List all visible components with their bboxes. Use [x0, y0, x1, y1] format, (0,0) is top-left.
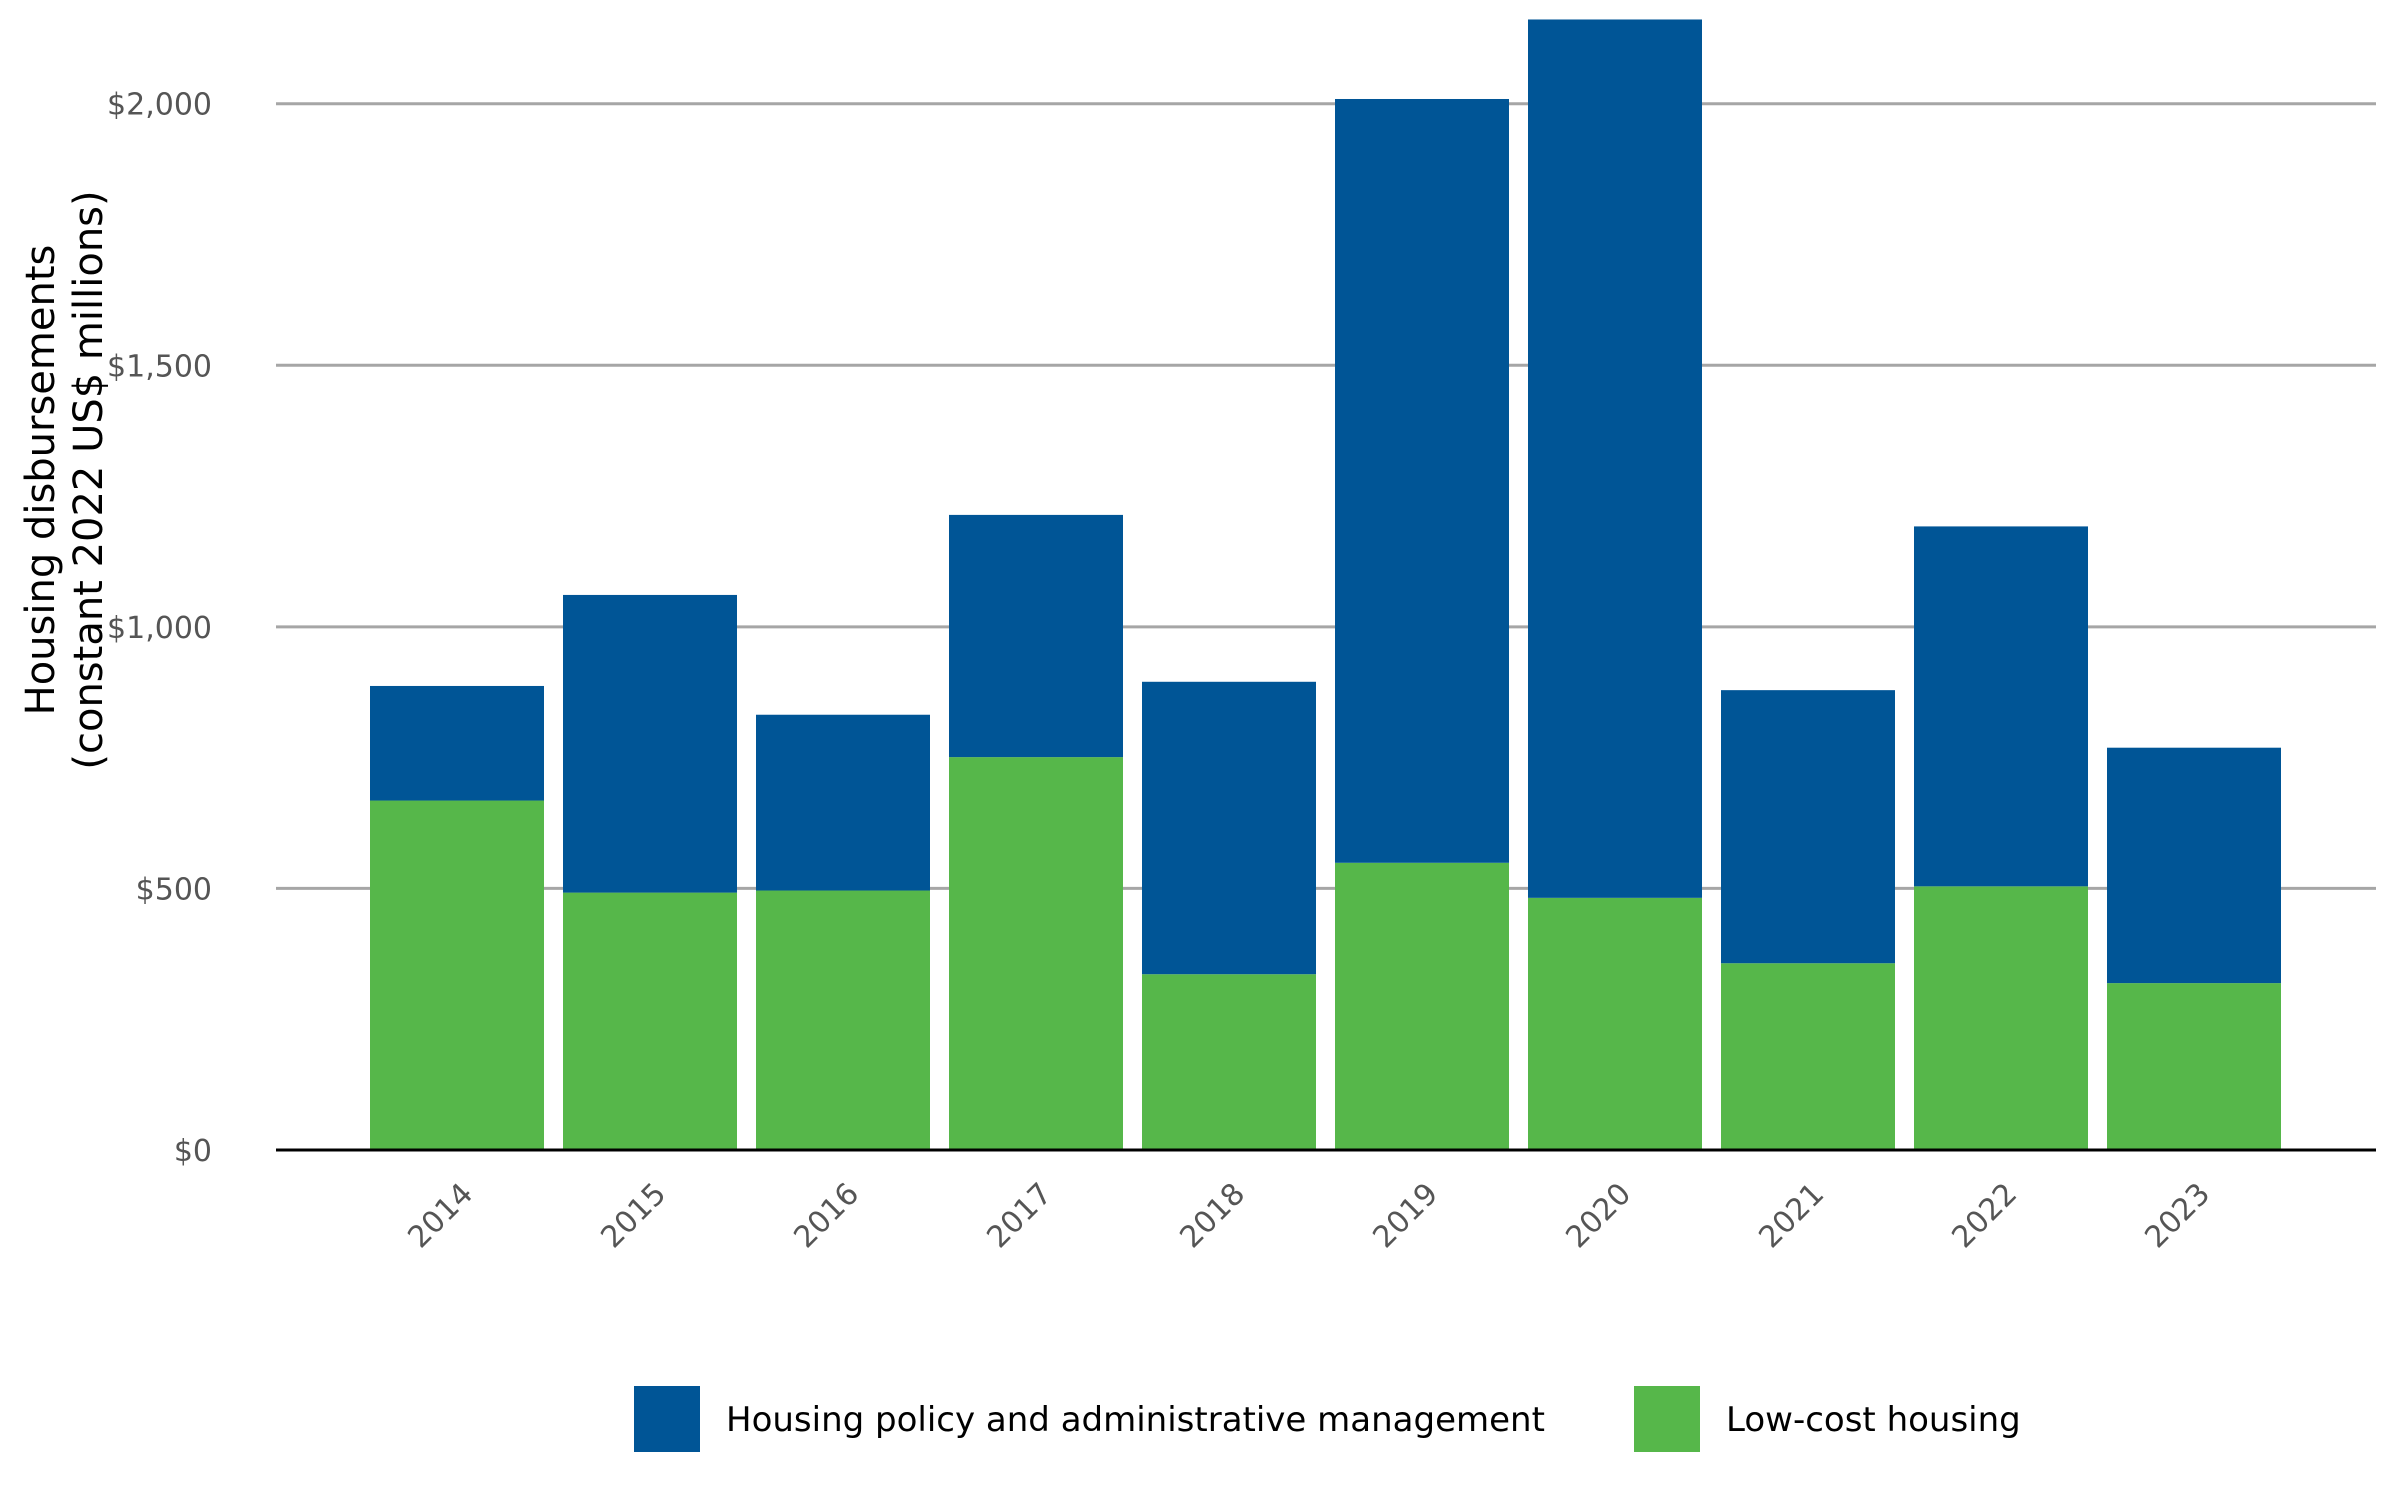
x-tick-label: 2017: [980, 1176, 1059, 1255]
y-tick-label: $500: [136, 872, 212, 907]
y-tick-label: $0: [174, 1134, 212, 1169]
bar-low-cost-housing-2015: [563, 892, 737, 1150]
legend: Housing policy and administrative manage…: [634, 1386, 2021, 1452]
x-tick-label: 2019: [1366, 1176, 1445, 1255]
bar-low-cost-housing-2017: [949, 757, 1123, 1150]
bar-housing-policy-2018: [1142, 681, 1316, 975]
x-tick-label: 2016: [787, 1176, 866, 1255]
x-tick-label: 2015: [594, 1176, 673, 1255]
bar-low-cost-housing-2023: [2107, 983, 2281, 1150]
y-tick-label: $2,000: [107, 88, 212, 123]
legend-swatch: [634, 1386, 700, 1452]
x-tick-label: 2021: [1752, 1176, 1831, 1255]
bar-low-cost-housing-2020: [1528, 897, 1702, 1150]
bar-housing-policy-2022: [1914, 526, 2088, 887]
x-tick-label: 2023: [2138, 1176, 2217, 1255]
x-tick-label: 2018: [1173, 1176, 1252, 1255]
legend-swatch: [1634, 1386, 1700, 1452]
bar-housing-policy-2019: [1335, 98, 1509, 863]
y-axis-title-line2: (constant 2022 US$ millions): [66, 190, 112, 769]
y-axis-title-line1: Housing disbursements: [18, 245, 64, 716]
bar-low-cost-housing-2014: [370, 800, 544, 1150]
bar-low-cost-housing-2021: [1721, 963, 1895, 1150]
x-tick-label: 2022: [1945, 1176, 2024, 1255]
bar-low-cost-housing-2019: [1335, 862, 1509, 1150]
bar-housing-policy-2015: [563, 594, 737, 893]
bar-low-cost-housing-2016: [756, 890, 930, 1150]
y-axis-title: Housing disbursements (constant 2022 US$…: [18, 190, 112, 769]
bar-housing-policy-2020: [1528, 19, 1702, 898]
bar-housing-policy-2014: [370, 685, 544, 801]
bar-low-cost-housing-2022: [1914, 886, 2088, 1150]
bar-housing-policy-2023: [2107, 747, 2281, 984]
bar-housing-policy-2017: [949, 514, 1123, 758]
bar-housing-policy-2021: [1721, 690, 1895, 964]
y-axis-ticks: $0 $500 $1,000 $1,500 $2,000: [107, 88, 212, 1169]
y-tick-label: $1,000: [107, 611, 212, 646]
bars: [370, 19, 2281, 1150]
bar-low-cost-housing-2018: [1142, 974, 1316, 1150]
x-axis-ticks: 2014 2015 2016 2017 2018 2019 2020 2021 2022 2023: [401, 1176, 2217, 1255]
y-tick-label: $1,500: [107, 349, 212, 384]
bar-housing-policy-2016: [756, 714, 930, 891]
legend-label: Housing policy and administrative manage…: [726, 1400, 1545, 1440]
x-tick-label: 2020: [1559, 1176, 1638, 1255]
legend-label: Low-cost housing: [1726, 1400, 2021, 1440]
x-tick-label: 2014: [401, 1176, 480, 1255]
